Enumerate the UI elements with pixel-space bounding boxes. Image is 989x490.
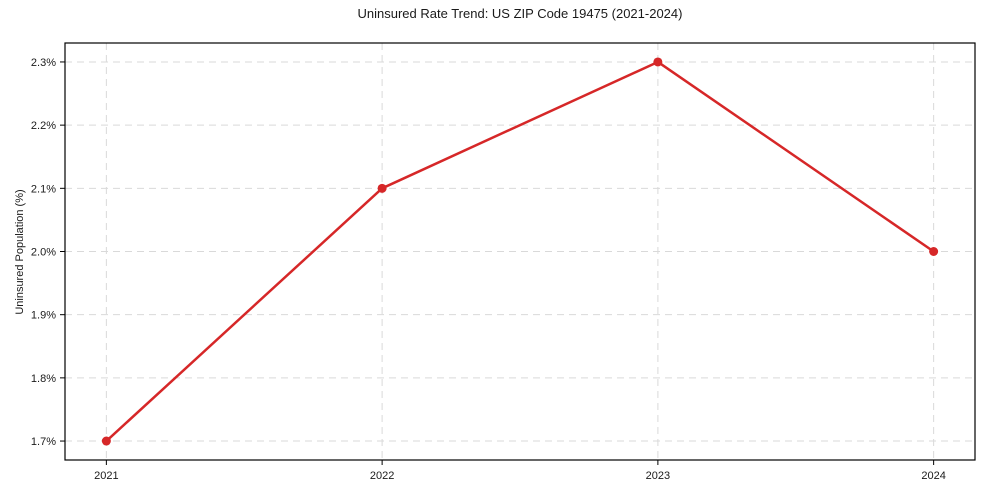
data-point-marker [653, 57, 663, 67]
x-tick-label: 2024 [921, 470, 945, 482]
y-tick-label: 2.0% [31, 247, 56, 259]
series-line [105, 60, 935, 443]
data-point-marker [101, 436, 111, 446]
y-tick-label: 2.2% [31, 120, 56, 132]
y-tick-label: 2.3% [31, 57, 56, 69]
data-point-marker [377, 183, 387, 193]
x-tick-label: 2021 [94, 470, 118, 482]
x-tick-label: 2022 [370, 470, 394, 482]
x-tick-label: 2023 [646, 470, 670, 482]
data-point-marker [929, 247, 939, 256]
chart-title: Uninsured Rate Trend: US ZIP Code 19475 … [357, 6, 683, 21]
y-tick-label: 2.1% [31, 183, 56, 195]
y-tick-label: 1.7% [31, 436, 56, 448]
y-tick-label: 1.9% [31, 310, 56, 322]
y-tick-label: 1.8% [31, 373, 56, 385]
